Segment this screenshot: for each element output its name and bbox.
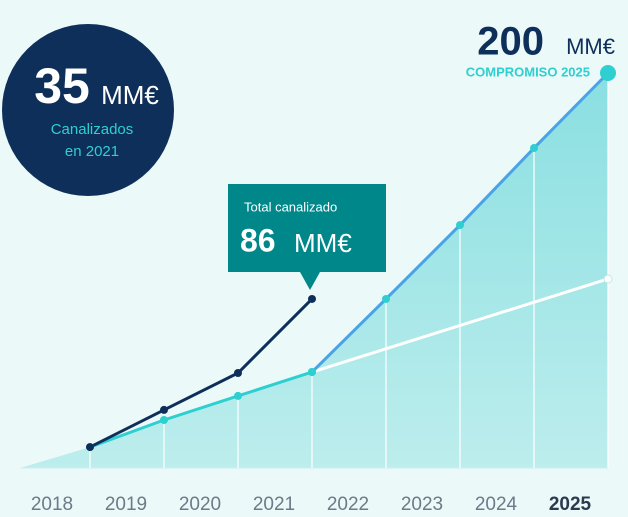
badge-caption: Canalizados [51, 121, 134, 138]
point [160, 416, 168, 425]
line-series [89, 370, 313, 449]
point [160, 405, 168, 414]
x-tick-label: 2019 [105, 494, 147, 515]
x-tick-label: 2022 [327, 494, 369, 515]
point [234, 369, 242, 378]
point [600, 65, 616, 81]
point [603, 274, 613, 284]
x-tick-label: 2018 [31, 494, 73, 515]
line-series [89, 297, 314, 449]
point [86, 443, 94, 452]
callout-box [228, 184, 386, 290]
x-tick-label: 2024 [475, 494, 518, 515]
target-value: 200 [477, 20, 544, 64]
badge-circle [2, 24, 174, 196]
point [530, 144, 538, 153]
callout-unit: MM€ [294, 228, 352, 258]
badge-value: 35 [34, 58, 90, 114]
point [308, 368, 316, 377]
area-fill [20, 73, 608, 468]
badge-unit: MM€ [101, 80, 159, 110]
target-unit: MM€ [566, 34, 615, 59]
x-tick-label: 2020 [179, 494, 221, 515]
callout-value: 86 [240, 222, 276, 258]
x-tick-label: 2025 [549, 494, 592, 515]
point [456, 221, 464, 230]
point [308, 294, 316, 303]
callout-label: Total canalizado [244, 199, 337, 214]
line-series [311, 277, 609, 374]
target-label: COMPROMISO 2025 [466, 64, 590, 79]
point [234, 391, 242, 400]
badge-caption: en 2021 [65, 143, 119, 160]
x-tick-label: 2021 [253, 494, 295, 515]
x-tick-label: 2023 [401, 494, 443, 515]
point [382, 294, 390, 303]
